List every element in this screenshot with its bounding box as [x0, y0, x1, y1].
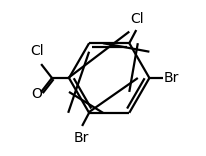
Text: Br: Br [163, 71, 179, 85]
Text: Cl: Cl [30, 44, 44, 58]
Text: Br: Br [74, 131, 89, 145]
Text: O: O [31, 87, 42, 101]
Text: Cl: Cl [130, 12, 144, 26]
